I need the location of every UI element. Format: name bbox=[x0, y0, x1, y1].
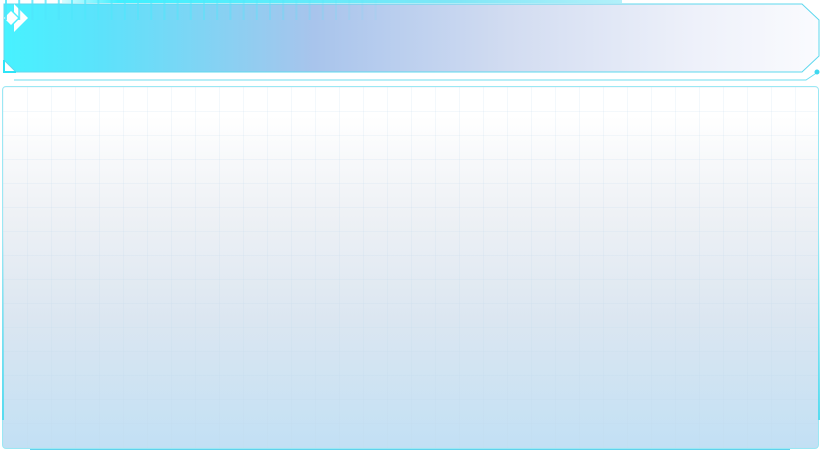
header-frame bbox=[3, 0, 820, 81]
tick-mark bbox=[176, 0, 179, 20]
tick-mark bbox=[84, 0, 87, 20]
tick-mark bbox=[71, 0, 73, 20]
tick-mark bbox=[321, 0, 324, 20]
tick-mark bbox=[374, 0, 377, 20]
tick-mark bbox=[123, 0, 126, 20]
content-panel bbox=[2, 86, 819, 449]
tick-mark bbox=[269, 0, 271, 20]
panel-grid-pattern bbox=[3, 87, 818, 448]
tick-strip-decoration bbox=[5, 0, 377, 20]
header-bar bbox=[0, 0, 822, 84]
tick-mark bbox=[242, 0, 245, 20]
tick-mark bbox=[163, 0, 166, 20]
tick-mark bbox=[97, 0, 100, 20]
tick-mark bbox=[295, 0, 298, 20]
tick-mark bbox=[57, 0, 60, 20]
tick-mark bbox=[5, 0, 7, 20]
tick-mark bbox=[308, 0, 311, 20]
tick-mark bbox=[150, 0, 153, 20]
tick-mark bbox=[282, 0, 285, 20]
diamond-arrow-icon bbox=[4, 4, 28, 32]
tick-mark bbox=[348, 0, 351, 20]
tick-mark bbox=[31, 0, 34, 20]
tick-mark bbox=[255, 0, 258, 20]
panel-left-accent bbox=[2, 230, 4, 420]
tick-mark bbox=[229, 0, 232, 20]
tick-mark bbox=[335, 0, 337, 20]
panel-right-accent bbox=[818, 230, 820, 420]
tick-mark bbox=[361, 0, 364, 20]
tick-mark bbox=[110, 0, 113, 20]
panel-bottom-line bbox=[30, 449, 790, 450]
tick-mark bbox=[216, 0, 219, 20]
tick-mark bbox=[18, 0, 21, 20]
tick-mark bbox=[44, 0, 47, 20]
tick-mark bbox=[203, 0, 205, 20]
tick-mark bbox=[137, 0, 139, 20]
tick-mark bbox=[189, 0, 192, 20]
